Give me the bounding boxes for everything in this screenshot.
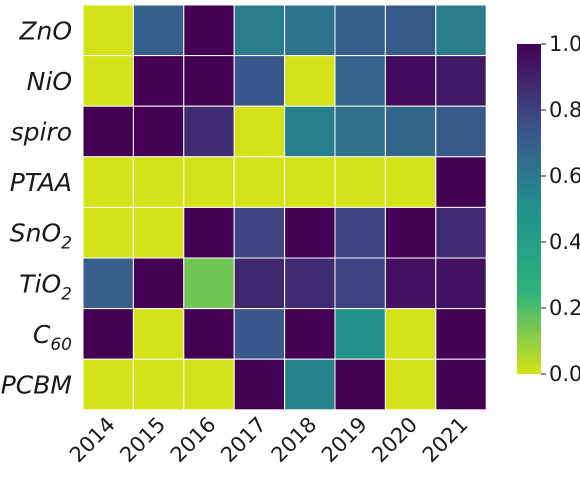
colorbar-tick-label: 1.0	[549, 32, 580, 56]
heatmap-cell	[183, 156, 235, 208]
heatmap-cell	[233, 55, 286, 107]
row-label: TiO2	[19, 269, 72, 304]
heatmap-cell	[132, 55, 185, 107]
heatmap-cell	[183, 55, 235, 107]
heatmap-cell	[233, 358, 286, 411]
heatmap-cell	[82, 4, 134, 57]
heatmap-cell	[435, 206, 487, 259]
heatmap-cell	[183, 206, 235, 259]
heatmap-cell	[183, 4, 235, 57]
heatmap-cell	[284, 105, 336, 158]
heatmap-cell	[284, 308, 336, 360]
colorbar-tick-label: 0.6	[549, 164, 580, 188]
heatmap-cells	[82, 4, 487, 411]
colorbar-tick-label: 0.0	[549, 362, 580, 386]
row-label: C60	[33, 320, 72, 355]
heatmap-cell	[132, 206, 185, 259]
heatmap-cell	[183, 308, 235, 360]
column-label: 2015	[115, 412, 170, 467]
column-label: 2017	[216, 412, 271, 467]
heatmap-cell	[435, 55, 487, 107]
heatmap-cell	[183, 358, 235, 411]
heatmap-cell	[435, 358, 487, 411]
heatmap-cell	[334, 358, 386, 411]
heatmap-cell	[233, 4, 286, 57]
heatmap-cell	[82, 358, 134, 411]
heatmap-cell	[132, 4, 185, 57]
colorbar	[517, 44, 541, 374]
column-label: 2020	[367, 412, 422, 467]
column-label: 2014	[65, 412, 120, 467]
heatmap-cell	[82, 206, 134, 259]
heatmap-cell	[284, 206, 336, 259]
heatmap-cell	[384, 105, 437, 158]
heatmap-cell	[132, 156, 185, 208]
heatmap-cell	[82, 257, 134, 310]
colorbar-tick-label: 0.4	[549, 230, 580, 254]
heatmap-cell	[233, 156, 286, 208]
heatmap-cell	[132, 105, 185, 158]
heatmap-cell	[435, 156, 487, 208]
heatmap-cell	[384, 358, 437, 411]
heatmap-cell	[233, 308, 286, 360]
heatmap-cell	[435, 105, 487, 158]
heatmap-cell	[132, 308, 185, 360]
column-label: 2018	[267, 412, 322, 467]
heatmap-cell	[132, 257, 185, 310]
heatmap-cell	[284, 156, 336, 208]
heatmap-cell	[183, 257, 235, 310]
heatmap-cell	[183, 105, 235, 158]
heatmap-cell	[284, 257, 336, 310]
heatmap-cell	[132, 358, 185, 411]
heatmap-cell	[233, 105, 286, 158]
heatmap-cell	[334, 308, 386, 360]
heatmap-cell	[334, 105, 386, 158]
heatmap-cell	[384, 206, 437, 259]
heatmap-cell	[82, 156, 134, 208]
heatmap-cell	[384, 4, 437, 57]
heatmap-cell	[435, 308, 487, 360]
heatmap-cell	[82, 105, 134, 158]
heatmap-cell	[334, 4, 386, 57]
heatmap-cell	[284, 358, 336, 411]
column-label: 2021	[418, 412, 473, 467]
heatmap-cell	[384, 257, 437, 310]
row-label: SnO2	[10, 219, 72, 254]
row-labels: ZnO NiO spiro PTAA SnO2 TiO2 C60 PCBM	[1, 16, 72, 399]
column-label: 2016	[166, 412, 221, 467]
row-label: PCBM	[1, 371, 72, 400]
heatmap-cell	[384, 308, 437, 360]
heatmap-cell	[435, 257, 487, 310]
heatmap-cell	[334, 55, 386, 107]
heatmap-cell	[233, 206, 286, 259]
colorbar-tick-label: 0.2	[549, 296, 580, 320]
row-label: NiO	[27, 67, 72, 96]
heatmap-cell	[384, 156, 437, 208]
heatmap-cell	[334, 257, 386, 310]
column-label: 2019	[317, 412, 372, 467]
row-label: PTAA	[10, 168, 72, 197]
row-label: spiro	[11, 118, 72, 147]
heatmap-cell	[82, 55, 134, 107]
heatmap-cell	[284, 4, 336, 57]
colorbar-tick-label: 0.8	[549, 98, 580, 122]
heatmap-cell	[334, 156, 386, 208]
heatmap-cell	[82, 308, 134, 360]
heatmap-cell	[334, 206, 386, 259]
heatmap-cell	[435, 4, 487, 57]
heatmap-cell	[384, 55, 437, 107]
row-label: ZnO	[18, 16, 72, 45]
colorbar-ticks: 0.0 0.2 0.4 0.6 0.8 1.0	[541, 32, 580, 386]
heatmap-cell	[284, 55, 336, 107]
heatmap-cell	[233, 257, 286, 310]
